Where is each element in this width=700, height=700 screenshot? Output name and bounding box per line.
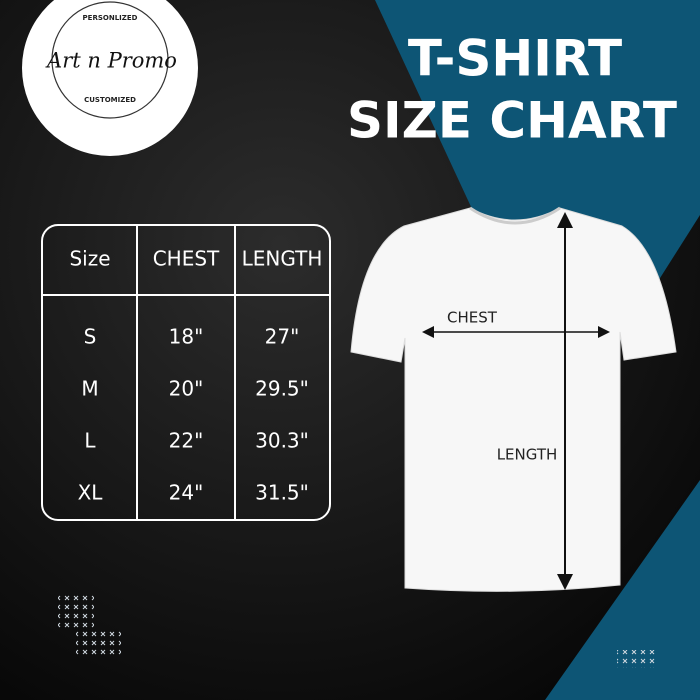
table-cell: 24" [169, 481, 204, 505]
table-cell: 31.5" [255, 481, 309, 505]
decor-dots [76, 628, 121, 655]
collar [469, 206, 561, 225]
table-cell: 29.5" [255, 377, 309, 401]
decor-dots [58, 592, 94, 628]
table-cell: 27" [265, 325, 300, 349]
table-cell: 20" [169, 377, 204, 401]
table-cell: 22" [169, 429, 204, 453]
logo-top: PERSONLIZED [83, 14, 138, 22]
table-cell: 18" [169, 325, 204, 349]
logo-badge [22, 0, 198, 156]
table-header: CHEST [153, 247, 220, 271]
table-cell: M [81, 377, 98, 401]
title-line: T-SHIRT [408, 30, 622, 88]
logo-bottom: CUSTOMIZED [84, 96, 136, 104]
table-cell: S [84, 325, 97, 349]
chest-label: CHEST [447, 309, 498, 327]
table-cell: L [84, 429, 96, 453]
table-cell: XL [78, 481, 104, 505]
logo-ring [51, 1, 169, 119]
decor-dots [617, 650, 657, 668]
length-label: LENGTH [497, 446, 558, 464]
table-cell: 30.3" [255, 429, 309, 453]
blue-band [545, 480, 700, 700]
table-header: LENGTH [242, 247, 323, 271]
title-line: SIZE CHART [347, 92, 677, 150]
table-border [41, 224, 331, 521]
logo-name: Art n Promo [45, 49, 177, 73]
table-header: Size [69, 247, 110, 271]
